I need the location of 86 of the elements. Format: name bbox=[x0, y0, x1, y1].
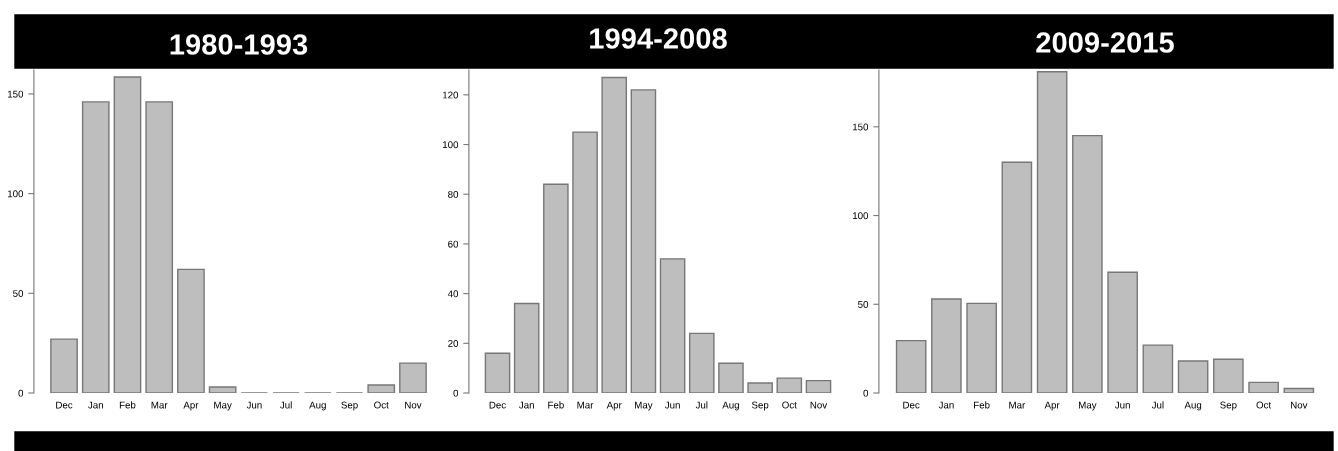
x-tick-label: Apr bbox=[606, 401, 622, 411]
bar bbox=[931, 298, 962, 393]
bar bbox=[1001, 161, 1033, 393]
x-tick-label: Mar bbox=[577, 401, 594, 409]
x-tick-label: Sep bbox=[1220, 401, 1237, 411]
y-tick-label: 150 bbox=[852, 123, 869, 131]
bar bbox=[1248, 381, 1279, 393]
x-tick-label: Aug bbox=[1184, 401, 1202, 411]
x-tick-label: Jan bbox=[938, 401, 954, 409]
x-tick-label: Nov bbox=[810, 401, 828, 409]
x-tick-label: Sep bbox=[341, 401, 358, 411]
bar bbox=[399, 362, 427, 393]
x-tick-label: Aug bbox=[722, 401, 739, 411]
y-tick-label: 0 bbox=[863, 389, 869, 397]
bar bbox=[1036, 71, 1068, 393]
x-tick-label: Jul bbox=[1151, 401, 1164, 409]
x-tick-label: Mar bbox=[1009, 401, 1026, 409]
bar bbox=[1107, 271, 1138, 393]
x-tick-label: Dec bbox=[489, 401, 506, 409]
bar bbox=[776, 377, 803, 393]
y-tick-label: 150 bbox=[7, 90, 24, 98]
bar bbox=[659, 258, 686, 393]
bar bbox=[1213, 358, 1244, 393]
x-tick-label: Nov bbox=[1291, 401, 1308, 409]
bar bbox=[113, 76, 142, 393]
bar bbox=[601, 76, 628, 393]
bar bbox=[513, 302, 540, 393]
x-tick-label: Jan bbox=[519, 401, 534, 409]
x-tick-label: Oct bbox=[1256, 401, 1272, 409]
y-tick-label: 100 bbox=[442, 141, 459, 149]
y-tick-label: 100 bbox=[852, 212, 869, 220]
y-tick-label: 0 bbox=[453, 389, 459, 397]
x-tick-label: Apr bbox=[1044, 401, 1060, 411]
bar bbox=[177, 268, 205, 393]
x-tick-label: Jul bbox=[280, 401, 292, 409]
x-tick-label: Aug bbox=[309, 401, 326, 411]
chart-title: 1994-2008 bbox=[590, 28, 727, 49]
bar bbox=[688, 332, 715, 393]
x-tick-label: Mar bbox=[151, 401, 168, 409]
y-tick-label: 100 bbox=[7, 190, 24, 198]
bar bbox=[543, 183, 569, 393]
chart-title: 2009-2015 bbox=[1036, 32, 1174, 53]
bar bbox=[81, 101, 110, 393]
x-tick-label: May bbox=[1078, 401, 1097, 411]
y-tick-label: 120 bbox=[442, 91, 459, 99]
bar bbox=[572, 131, 598, 393]
y-tick-label: 60 bbox=[448, 240, 459, 248]
y-tick-label: 0 bbox=[18, 389, 24, 397]
x-tick-label: Feb bbox=[548, 401, 564, 409]
x-tick-label: May bbox=[635, 401, 653, 411]
x-tick-label: Jun bbox=[246, 401, 262, 409]
chart-title: 1980-1993 bbox=[170, 34, 308, 55]
x-tick-label: Feb bbox=[119, 401, 136, 409]
x-tick-label: Jul bbox=[695, 401, 708, 409]
bar bbox=[805, 379, 832, 393]
x-tick-label: Apr bbox=[183, 401, 199, 411]
bar bbox=[1072, 134, 1103, 393]
x-tick-label: Sep bbox=[751, 401, 769, 411]
bar bbox=[145, 101, 174, 393]
x-tick-label: Oct bbox=[374, 401, 389, 409]
bar bbox=[747, 382, 773, 393]
x-tick-label: May bbox=[214, 401, 232, 411]
y-tick-label: 40 bbox=[447, 290, 459, 298]
bar bbox=[630, 89, 657, 393]
bar bbox=[208, 386, 237, 393]
x-tick-label: Dec bbox=[56, 401, 73, 409]
bar bbox=[367, 384, 396, 393]
y-tick-label: 80 bbox=[448, 190, 459, 198]
bar bbox=[1142, 344, 1174, 393]
bar bbox=[718, 362, 744, 393]
bar bbox=[895, 339, 927, 393]
bar bbox=[1177, 360, 1209, 393]
bar bbox=[966, 302, 997, 393]
x-tick-label: Jun bbox=[664, 401, 680, 409]
x-tick-label: Nov bbox=[405, 401, 422, 409]
x-tick-label: Feb bbox=[974, 401, 990, 409]
y-tick-label: 50 bbox=[858, 301, 869, 308]
x-tick-label: Jun bbox=[1114, 401, 1130, 409]
y-tick-label: 50 bbox=[13, 290, 24, 297]
x-tick-label: Oct bbox=[782, 401, 797, 409]
y-tick-label: 20 bbox=[448, 340, 459, 347]
x-tick-label: Jan bbox=[88, 401, 103, 409]
bar bbox=[1283, 387, 1315, 393]
x-tick-label: Dec bbox=[903, 401, 920, 409]
bar bbox=[484, 352, 511, 393]
bar bbox=[50, 338, 78, 393]
